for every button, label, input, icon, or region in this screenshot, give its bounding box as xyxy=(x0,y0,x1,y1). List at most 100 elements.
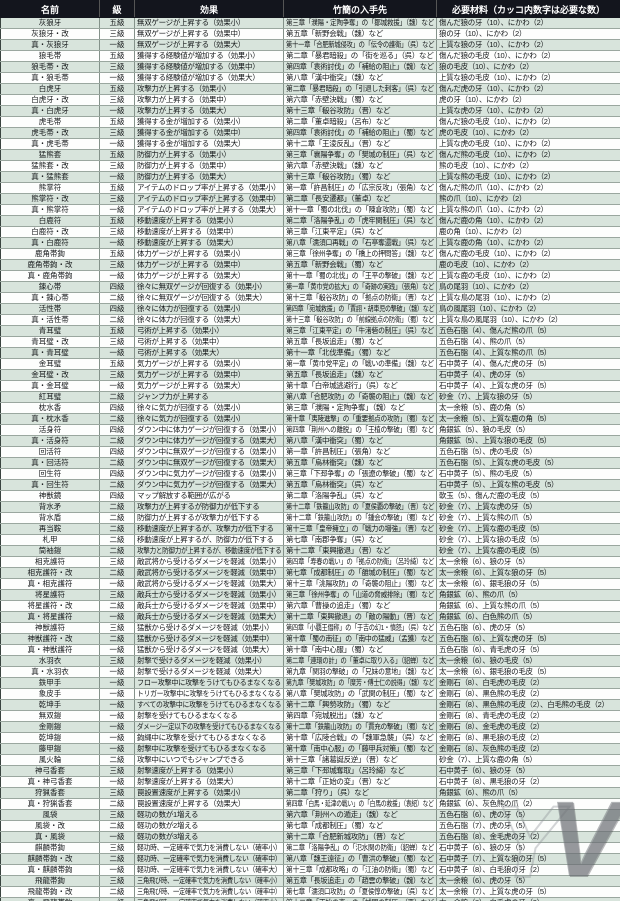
cell-text: 金剛石（8）、青毛虎の毛皮（2） xyxy=(439,711,544,720)
cell-text: 傷んだ狼の毛皮（10）、にかわ（2） xyxy=(439,51,555,60)
cell-text: 金剛石（8）、金毛虎の毛皮（2） xyxy=(439,722,544,731)
cell-text: 二級 xyxy=(109,546,125,555)
cell-text: 真・飛龍帯鉤 xyxy=(28,898,73,901)
cell-effect: 罠設置速度が上昇する（効果大） xyxy=(134,798,284,810)
cell-effect: 弓術が上昇する（効果大） xyxy=(134,347,284,359)
table-row: 活身符 四級 ダウン中に体力ゲージが回復する（効果小） 第四章「荆州への離脱」の「王植… xyxy=(0,424,620,436)
cell-text: 将星護符 xyxy=(35,590,65,599)
cell-text: 真・枕水香 xyxy=(31,414,69,423)
cell-rank: 三級 xyxy=(99,127,135,139)
cell-effect: ダウン中に無双ゲージが回復する（効果小） xyxy=(134,446,284,458)
cell-text: 金剛石（8）、黒色熊の毛皮（2）、白毛熊の毛皮（2） xyxy=(439,700,609,709)
cell-text: 三級 xyxy=(109,95,125,104)
cell-text: 第七章「成都制圧」の「雒城の制圧」（蜀）など xyxy=(286,568,434,577)
cell-effect: 攻撃力と防御力が上昇するが、移動速度が低下する xyxy=(134,545,284,557)
cell-materials: 角銀鉱（6）、白色熊の爪（5） xyxy=(436,611,620,623)
cell-rank: 五級 xyxy=(99,83,135,95)
cell-rank: 三級 xyxy=(99,336,135,348)
cell-name: 真・白鹿符 xyxy=(0,237,100,249)
cell-source: 第七章「南郡争奪」（呉）など xyxy=(283,534,437,546)
cell-text: 三級 xyxy=(109,766,125,775)
table-row: 背水矛 二級 攻撃力が上昇するが防御力が低下する 第十二章「鉄籠山攻防」の「夏侯覇の撃… xyxy=(0,501,620,513)
cell-name: 真・神弓香套 xyxy=(0,776,100,788)
cell-source: 第四章「袁術討伐」の「補給の阻止」（蜀）など xyxy=(283,127,437,139)
cell-text: 第七章「濡須口攻防」の「夏侯惇の撃破」（呉）など xyxy=(286,887,435,896)
column-header-source: 竹簡の入手先 xyxy=(283,0,437,18)
cell-rank: 二級 xyxy=(99,534,135,546)
cell-text: 上質な鳥の風尾羽（10）、にかわ（2） xyxy=(439,315,563,324)
cell-materials: 五色石脂（7）、虎の牙（5） xyxy=(436,820,620,832)
table-row: 神獣護符・改 二級 猛獣から受けるダメージを軽減（効果中） 第十章「蜀の南征」の「南中… xyxy=(0,633,620,645)
cell-text: 第六章「曹操の追走」（蜀）など xyxy=(286,601,391,610)
cell-effect: すべての攻撃中に攻撃をうけてもひるまなくなる xyxy=(134,699,284,711)
cell-effect: 射撃速度が上昇する（効果大） xyxy=(134,776,284,788)
cell-effect: 弓術が上昇する（効果小） xyxy=(134,325,284,337)
cell-text: 移動速度が上昇するが、防御力が低下する xyxy=(137,535,274,544)
cell-source: 第十章「南中心服」の「藤甲兵対策」（蜀）など xyxy=(283,743,437,755)
cell-source: 第六章「赤壁決戦」（魏）など xyxy=(283,160,437,172)
cell-text: 第三章「江東平定」の「牛渚砦の制圧」（呉）など xyxy=(286,326,434,335)
cell-source: 第五章「長坂追走」（蜀）など xyxy=(283,336,437,348)
cell-text: 第十二章「合肥新城攻防」（晋）など xyxy=(286,832,405,841)
cell-text: 防御力が上昇するが攻撃力が低下する xyxy=(137,513,260,522)
cell-source: 第九章「樊城攻防」の「糜芳・傅士仁の説得」（魏）など xyxy=(283,677,437,689)
cell-effect: 攻撃中にいつでもジャンプできる xyxy=(134,754,284,766)
cell-rank: 三級 xyxy=(99,622,135,634)
cell-text: 猛熊套 xyxy=(38,150,62,159)
cell-text: 第十二章「東興撤退」の「敵の陽動」（晋）など xyxy=(286,612,434,621)
cell-rank: 一級 xyxy=(99,666,135,678)
cell-name: 狼毛帯 xyxy=(0,50,100,62)
cell-text: 四級 xyxy=(109,491,125,500)
cell-text: 熊掌符・改 xyxy=(31,194,69,203)
cell-text: 麒麟帯鉤 xyxy=(35,843,65,852)
cell-text: 第十一章「合肥新城侵攻」の「伝令の護衛」（呉）など xyxy=(286,40,435,49)
cell-text: フロー攻撃中に攻撃をうけてもひるまなくなる xyxy=(137,678,281,687)
cell-text: 三級 xyxy=(109,260,125,269)
cell-text: 白虎牙 xyxy=(38,84,62,93)
cell-materials: 砂金（7）、上質な鹿の毛皮（5） xyxy=(436,523,620,535)
cell-text: 第十章「南中心服」の「藤甲兵対策」（蜀）など xyxy=(286,744,434,753)
cell-text: 太一余粮（6）、狼の毛皮（5） xyxy=(439,656,537,665)
cell-effect: 気力ゲージが上昇する（効果中） xyxy=(134,369,284,381)
cell-text: 鹿角帯鉤 xyxy=(35,249,65,258)
cell-text: 真・灰狼牙 xyxy=(31,40,69,49)
cell-effect: 防御力が上昇する（効果小） xyxy=(134,149,284,161)
cell-text: 攻撃力が上昇する（効果小） xyxy=(137,84,231,93)
cell-text: 第十章「南中心服」（蜀）など xyxy=(286,645,384,654)
cell-source: 第一章「黄巾党の拡大」の「奇跡の実践」（張角）など xyxy=(283,281,437,293)
cell-rank: 三級 xyxy=(99,193,135,205)
cell-text: 第一章「黄巾党平定」の「戦いの準備」（魏）など xyxy=(286,359,434,368)
cell-text: 狼の牙（10）、にかわ（2） xyxy=(439,29,527,38)
table-row: 白虎牙・改 三級 攻撃力が上昇する（効果中） 第六章「赤壁決戦」（蜀）など 虎の牙（10… xyxy=(0,94,620,106)
cell-source: 第十三章「殽谷攻防」の「拠点の防衛」（晋）など xyxy=(283,292,437,304)
cell-effect: 徐々に無双ゲージが回復する（効果小） xyxy=(134,281,284,293)
cell-rank: 五級 xyxy=(99,50,135,62)
cell-name: 活身符 xyxy=(0,424,100,436)
cell-rank: 三級 xyxy=(99,94,135,106)
cell-text: 第十三章「成都攻略」の「江油の防衛」（蜀）など xyxy=(286,865,434,874)
cell-materials: 傷んだ狼の毛皮（10）、にかわ（2） xyxy=(436,116,620,128)
cell-source: 第四章「小覇王僭称」の「于吉の幻1・憤怒」（呉）など xyxy=(283,622,437,634)
table-row: 猛熊套 五級 防御力が上昇する（効果小） 第三章「襄陽争奪」の「樊城の制圧」（呉）など… xyxy=(0,149,620,161)
cell-name: 背水矛 xyxy=(0,501,100,513)
cell-materials: 金剛石（8）、灰色熊の毛皮（2） xyxy=(436,743,620,755)
cell-text: 鉄甲手 xyxy=(38,678,62,687)
table-row: 回生符 四級 ダウン中に気力ゲージが回復する（効果小） 第三章「下邳争奪」の「張遼の撃… xyxy=(0,468,620,480)
table-row: 将星護符 三級 敵兵士から受けるダメージを軽減（効果小） 第三章「徐州争奪」の「山道の… xyxy=(0,589,620,601)
cell-text: 猛獣から受けるダメージを軽減（効果大） xyxy=(137,645,274,654)
cell-name: 真・風袋 xyxy=(0,831,100,843)
cell-rank: 二級 xyxy=(99,600,135,612)
cell-name: 真・熊掌符 xyxy=(0,204,100,216)
cell-name: 真・活性帯 xyxy=(0,314,100,326)
column-header-effect: 効果 xyxy=(134,0,284,18)
cell-text: 太一余粮（5）、上質な鹿の角（5） xyxy=(439,414,551,423)
cell-name: 神獣鏡 xyxy=(0,490,100,502)
cell-text: 五色石脂（7）、虎の牙（5） xyxy=(439,821,530,830)
cell-source: 第二章「洛陽争乱」（呉）など xyxy=(283,490,437,502)
table-row: 枕水香 四級 徐々に気力が回復する（効果小） 第三章「濮陽・定陶争奪」（魏）など 太一余… xyxy=(0,402,620,414)
cell-materials: 太一余粮（6）、銀毛狼の毛皮（5） xyxy=(436,666,620,678)
cell-text: 金剛鎧 xyxy=(38,722,62,731)
cell-effect: 攻撃力が上昇するが防御力が低下する xyxy=(134,501,284,513)
cell-rank: 一級 xyxy=(99,864,135,876)
